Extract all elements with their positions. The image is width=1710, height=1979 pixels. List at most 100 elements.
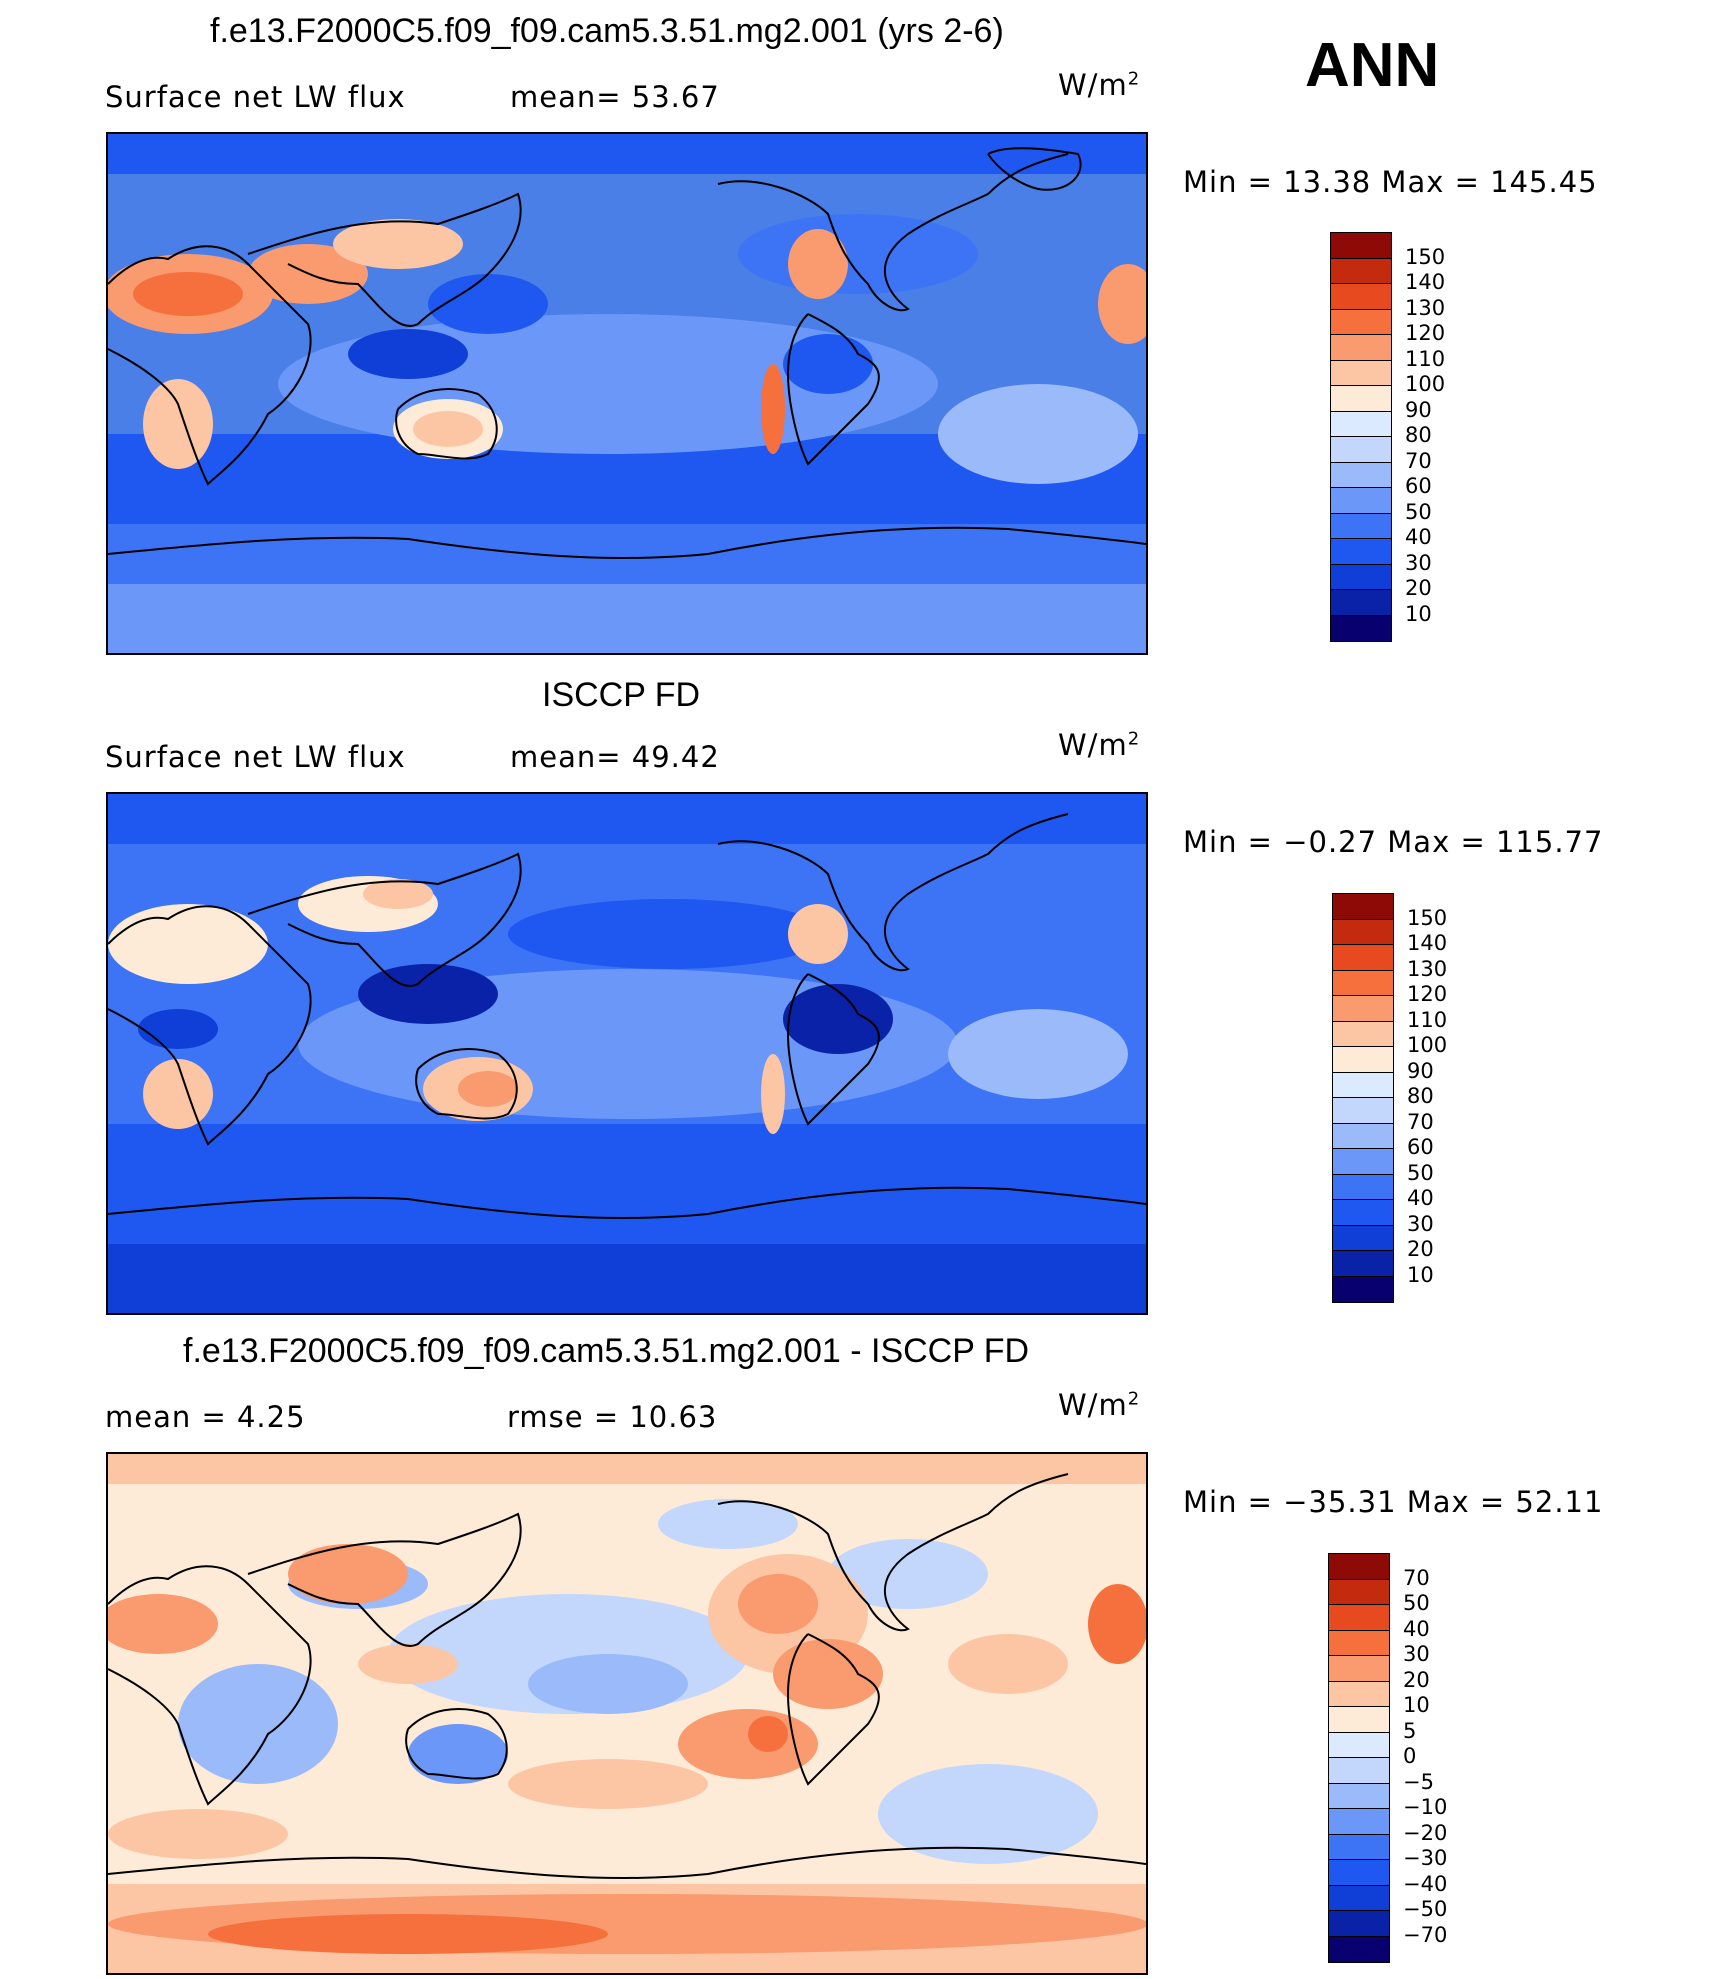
colorbar-swatch xyxy=(1331,386,1391,412)
colorbar-swatch xyxy=(1331,309,1391,335)
panel-2-units: W/m2 xyxy=(1058,728,1141,762)
panel-3-units: W/m2 xyxy=(1058,1388,1141,1422)
colorbar-tick-label: −30 xyxy=(1403,1846,1448,1870)
colorbar-tick-label: 80 xyxy=(1407,1084,1434,1108)
colorbar-swatch xyxy=(1329,1732,1389,1758)
colorbar-tick-label: 150 xyxy=(1405,244,1446,269)
panel-3-map-svg xyxy=(108,1454,1146,1973)
colorbar-swatch xyxy=(1333,1225,1393,1251)
colorbar-tick-label: 140 xyxy=(1405,270,1446,294)
colorbar-tick-label: −20 xyxy=(1403,1820,1448,1845)
colorbar-tick-label: 50 xyxy=(1407,1160,1434,1185)
panel-1-units: W/m2 xyxy=(1058,68,1141,102)
colorbar-tick-label: 70 xyxy=(1403,1565,1430,1590)
colorbar-tick-label: 60 xyxy=(1407,1135,1434,1159)
panel-1-minmax: Min = 13.38 Max = 145.45 xyxy=(1183,165,1598,199)
colorbar-swatch xyxy=(1329,1630,1389,1656)
colorbar-swatch xyxy=(1333,919,1393,945)
colorbar-tick-label: 130 xyxy=(1405,295,1446,320)
colorbar-tick-label: −10 xyxy=(1403,1795,1448,1819)
panel-2-map xyxy=(106,792,1148,1315)
colorbar-tick-label: 40 xyxy=(1405,525,1432,549)
colorbar-swatch xyxy=(1331,564,1391,590)
panel-3-mean-label: mean = 4.25 xyxy=(105,1400,306,1434)
panel-2-minmax: Min = −0.27 Max = 115.77 xyxy=(1183,825,1604,859)
colorbar-swatch xyxy=(1329,1605,1389,1631)
colorbar-swatch xyxy=(1329,1885,1389,1911)
colorbar-swatch xyxy=(1331,284,1391,310)
colorbar-swatch xyxy=(1333,996,1393,1022)
colorbar-tick-label: 40 xyxy=(1407,1186,1434,1210)
colorbar-swatch xyxy=(1329,1936,1389,1962)
panel-1-title: f.e13.F2000C5.f09_f09.cam5.3.51.mg2.001 … xyxy=(210,12,1004,50)
colorbar-swatch xyxy=(1329,1656,1389,1682)
colorbar-swatch xyxy=(1331,488,1391,514)
panel-3-colorbar xyxy=(1328,1553,1390,1963)
colorbar-tick-label: 120 xyxy=(1405,321,1446,345)
colorbar-swatch xyxy=(1333,1123,1393,1149)
colorbar-tick-label: 20 xyxy=(1403,1667,1430,1692)
panel-2-mean-label: mean= 49.42 xyxy=(510,740,720,774)
colorbar-swatch xyxy=(1331,233,1391,259)
colorbar-swatch xyxy=(1331,411,1391,437)
panel-2-colorbar xyxy=(1332,893,1394,1303)
colorbar-swatch xyxy=(1329,1911,1389,1937)
colorbar-tick-label: −40 xyxy=(1403,1871,1448,1896)
colorbar-swatch xyxy=(1333,970,1393,996)
colorbar-tick-label: −50 xyxy=(1403,1897,1448,1921)
colorbar-swatch xyxy=(1333,1021,1393,1047)
colorbar-swatch xyxy=(1329,1834,1389,1860)
panel-1-colorbar-ticks: 150 140 130 120 110 100 90 80 70 60 50 40 30 20 10 xyxy=(1405,232,1525,640)
colorbar-tick-label: 150 xyxy=(1407,905,1448,930)
colorbar-swatch xyxy=(1333,1047,1393,1073)
colorbar-tick-label: 30 xyxy=(1405,550,1432,575)
colorbar-swatch xyxy=(1331,590,1391,616)
colorbar-swatch xyxy=(1331,615,1391,641)
colorbar-swatch xyxy=(1329,1758,1389,1784)
panel-3-colorbar-ticks: 70 50 40 30 20 10 5 0 −5 −10 −20 −30 −40 −50 −70 xyxy=(1403,1553,1523,1961)
colorbar-tick-label: 100 xyxy=(1405,372,1446,396)
colorbar-swatch xyxy=(1333,1149,1393,1175)
colorbar-swatch xyxy=(1331,539,1391,565)
colorbar-tick-label: 20 xyxy=(1405,576,1432,600)
panel-1-map xyxy=(106,132,1148,655)
colorbar-swatch xyxy=(1329,1681,1389,1707)
colorbar-tick-label: 20 xyxy=(1407,1237,1434,1261)
colorbar-swatch xyxy=(1333,1251,1393,1277)
colorbar-tick-label: 50 xyxy=(1405,499,1432,524)
colorbar-tick-label: 140 xyxy=(1407,931,1448,955)
colorbar-swatch xyxy=(1331,462,1391,488)
colorbar-tick-label: 30 xyxy=(1403,1642,1430,1666)
panel-1-mean-label: mean= 53.67 xyxy=(510,80,720,114)
colorbar-swatch xyxy=(1329,1783,1389,1809)
colorbar-swatch xyxy=(1331,335,1391,361)
panel-3-title: f.e13.F2000C5.f09_f09.cam5.3.51.mg2.001 … xyxy=(183,1332,1030,1370)
colorbar-swatch xyxy=(1331,360,1391,386)
colorbar-swatch xyxy=(1329,1554,1389,1580)
colorbar-tick-label: 90 xyxy=(1405,397,1432,422)
colorbar-tick-label: −70 xyxy=(1403,1922,1448,1947)
panel-3-rmse-label: rmse = 10.63 xyxy=(507,1400,718,1434)
colorbar-swatch xyxy=(1333,894,1393,920)
panel-1-colorbar xyxy=(1330,232,1392,642)
colorbar-swatch xyxy=(1333,1276,1393,1302)
colorbar-swatch xyxy=(1331,437,1391,463)
season-label: ANN xyxy=(1305,31,1440,100)
colorbar-swatch xyxy=(1329,1707,1389,1733)
colorbar-tick-label: 90 xyxy=(1407,1058,1434,1083)
colorbar-tick-label: 100 xyxy=(1407,1033,1448,1057)
colorbar-tick-label: 50 xyxy=(1403,1591,1430,1615)
panel-2-title: ISCCP FD xyxy=(542,676,701,714)
colorbar-tick-label: 10 xyxy=(1403,1693,1430,1717)
colorbar-tick-label: 110 xyxy=(1407,1007,1448,1032)
colorbar-tick-label: 10 xyxy=(1407,1262,1434,1287)
panel-3-minmax: Min = −35.31 Max = 52.11 xyxy=(1183,1485,1604,1519)
colorbar-tick-label: 70 xyxy=(1405,448,1432,473)
colorbar-tick-label: 0 xyxy=(1403,1744,1417,1768)
colorbar-swatch xyxy=(1333,1098,1393,1124)
colorbar-swatch xyxy=(1333,1174,1393,1200)
colorbar-tick-label: 120 xyxy=(1407,982,1448,1006)
colorbar-tick-label: 80 xyxy=(1405,423,1432,447)
colorbar-swatch xyxy=(1329,1579,1389,1605)
colorbar-tick-label: 5 xyxy=(1403,1718,1417,1743)
